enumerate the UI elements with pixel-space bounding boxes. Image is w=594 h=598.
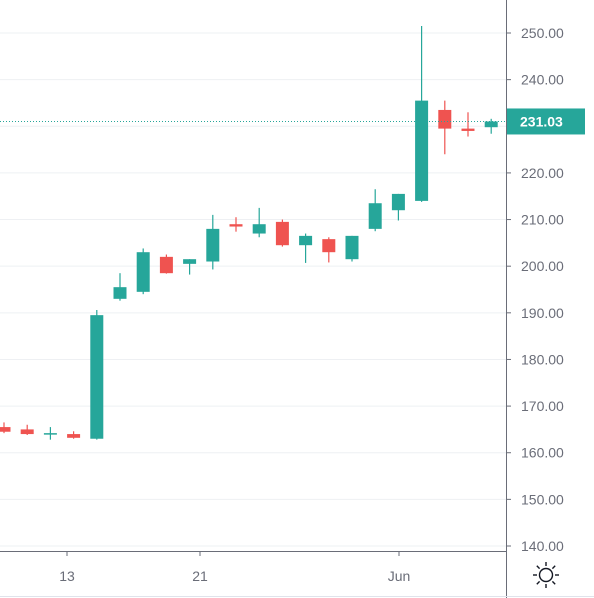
last-price-label: 231.03 — [520, 113, 563, 129]
y-tick-label: 220.00 — [521, 165, 564, 181]
y-tick-label: 140.00 — [521, 538, 564, 554]
candle-body[interactable] — [438, 109, 452, 129]
candle-body[interactable] — [43, 433, 57, 435]
candle-body[interactable] — [183, 259, 197, 264]
candle-body[interactable] — [0, 427, 11, 432]
candle[interactable] — [438, 100, 452, 155]
y-tick-label: 210.00 — [521, 212, 564, 228]
candle[interactable] — [206, 214, 220, 270]
candle-body[interactable] — [322, 239, 336, 253]
candle[interactable] — [20, 424, 34, 436]
x-tick-label: 13 — [59, 568, 75, 584]
candle[interactable] — [415, 26, 429, 202]
candle-body[interactable] — [252, 224, 266, 234]
candle-body[interactable] — [90, 315, 104, 439]
candle-body[interactable] — [229, 224, 243, 227]
candle[interactable] — [391, 193, 405, 221]
y-tick-label: 240.00 — [521, 72, 564, 88]
x-tick-label: Jun — [388, 568, 411, 584]
candle[interactable] — [299, 233, 313, 263]
candle-series[interactable] — [0, 26, 498, 440]
candle[interactable] — [252, 207, 266, 238]
candle[interactable] — [159, 254, 173, 274]
candle[interactable] — [229, 217, 243, 232]
candle-body[interactable] — [159, 256, 173, 274]
candle[interactable] — [183, 259, 197, 275]
candle-body[interactable] — [415, 100, 429, 201]
candle[interactable] — [322, 237, 336, 263]
y-tick-label: 180.00 — [521, 351, 564, 367]
candle[interactable] — [90, 310, 104, 440]
last-price-badge — [507, 108, 585, 135]
y-tick-label: 200.00 — [521, 258, 564, 274]
candle-body[interactable] — [67, 434, 81, 438]
y-tick-label: 160.00 — [521, 445, 564, 461]
candle[interactable] — [0, 422, 11, 434]
candle-body[interactable] — [368, 203, 382, 229]
candle[interactable] — [461, 112, 475, 137]
candle-body[interactable] — [275, 221, 289, 246]
x-tick-label: 21 — [192, 568, 208, 584]
candle-body[interactable] — [391, 193, 405, 211]
candle-body[interactable] — [20, 429, 34, 435]
candle-body[interactable] — [484, 121, 498, 128]
candle[interactable] — [67, 431, 81, 439]
candle[interactable] — [484, 118, 498, 134]
sun-settings-icon[interactable] — [524, 558, 568, 592]
candle-body[interactable] — [345, 235, 359, 260]
candle[interactable] — [136, 248, 150, 295]
candle[interactable] — [275, 219, 289, 247]
candle-body[interactable] — [113, 287, 127, 299]
candle-body[interactable] — [461, 128, 475, 131]
y-tick-label: 250.00 — [521, 25, 564, 41]
time-axis[interactable]: 13 21 Jun — [0, 551, 594, 597]
y-tick-label: 170.00 — [521, 398, 564, 414]
grid-lines — [0, 32, 506, 547]
candle[interactable] — [43, 427, 57, 440]
y-tick-label: 150.00 — [521, 491, 564, 507]
candle[interactable] — [113, 273, 127, 301]
candle-body[interactable] — [136, 252, 150, 292]
candle[interactable] — [345, 235, 359, 262]
candle-body[interactable] — [299, 235, 313, 246]
candle[interactable] — [368, 189, 382, 232]
candle-body[interactable] — [206, 228, 220, 262]
price-axis[interactable]: 250.00240.00230.00220.00210.00200.00190.… — [506, 0, 585, 598]
y-tick-label: 190.00 — [521, 305, 564, 321]
